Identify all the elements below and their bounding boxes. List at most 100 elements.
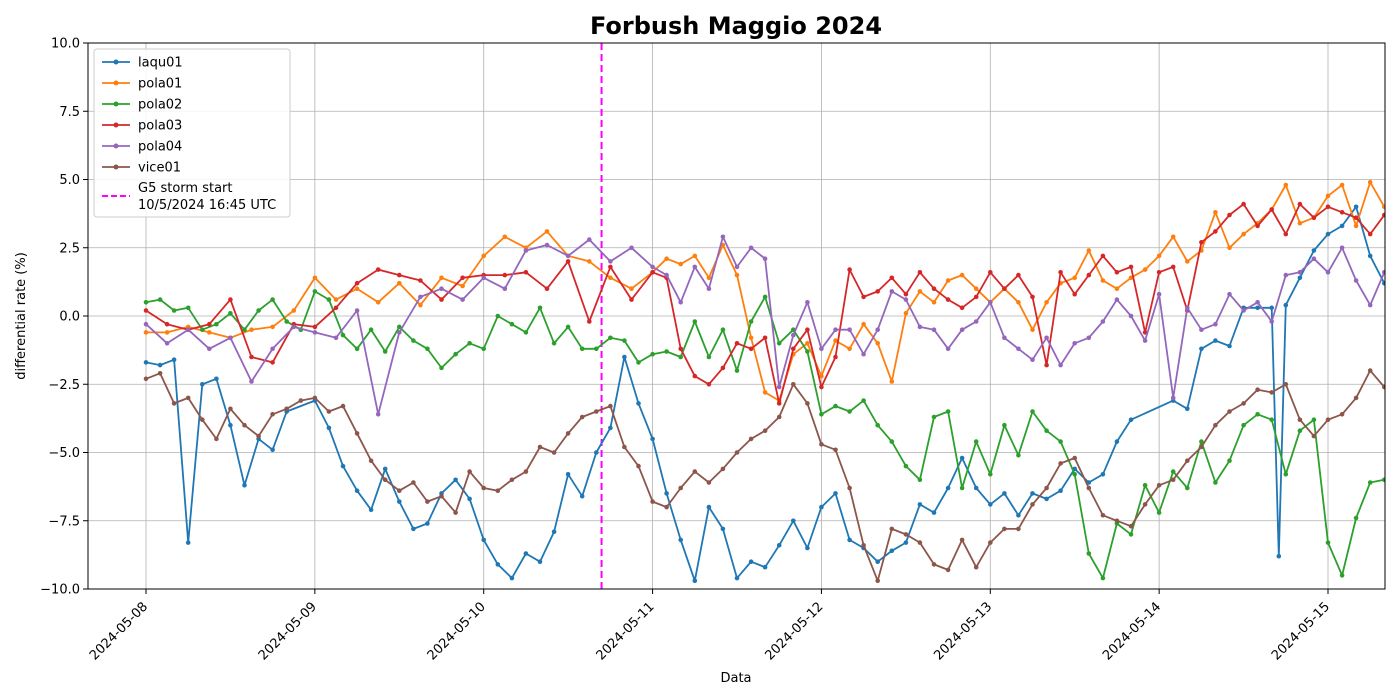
data-point-pola03 bbox=[1353, 215, 1359, 220]
data-point-pola02 bbox=[608, 335, 613, 341]
data-point-laqu01 bbox=[791, 518, 796, 524]
data-point-pola01 bbox=[1086, 248, 1092, 253]
series-pola04 bbox=[143, 234, 1385, 417]
data-point-pola03 bbox=[1213, 229, 1218, 234]
data-point-pola01 bbox=[1297, 220, 1303, 226]
data-point-pola01 bbox=[544, 229, 550, 234]
data-point-vice01 bbox=[270, 412, 275, 417]
data-point-pola04 bbox=[629, 245, 634, 251]
y-tick-label: −7.5 bbox=[48, 514, 80, 529]
data-point-pola01 bbox=[706, 275, 712, 281]
data-point-laqu01 bbox=[551, 529, 557, 534]
data-point-vice01 bbox=[959, 537, 965, 543]
data-point-pola04 bbox=[917, 324, 923, 330]
data-point-pola03 bbox=[973, 294, 979, 300]
data-point-vice01 bbox=[411, 480, 416, 485]
data-point-vice01 bbox=[1044, 485, 1049, 491]
data-point-vice01 bbox=[453, 510, 458, 515]
data-point-vice01 bbox=[354, 431, 360, 436]
data-point-vice01 bbox=[608, 403, 613, 409]
data-point-laqu01 bbox=[973, 485, 979, 491]
data-point-laqu01 bbox=[1185, 406, 1190, 412]
data-point-pola02 bbox=[1072, 472, 1077, 477]
data-point-vice01 bbox=[1382, 384, 1385, 390]
data-point-pola02 bbox=[833, 403, 838, 409]
data-point-pola02 bbox=[762, 294, 768, 300]
data-point-pola03 bbox=[1156, 270, 1162, 275]
data-point-pola03 bbox=[650, 270, 655, 275]
data-point-pola02 bbox=[1199, 439, 1204, 444]
data-point-pola03 bbox=[762, 335, 768, 341]
legend-label-pola04: pola04 bbox=[138, 140, 182, 155]
data-point-pola03 bbox=[1241, 201, 1246, 207]
data-point-pola02 bbox=[706, 354, 712, 360]
data-point-vice01 bbox=[1185, 458, 1190, 464]
data-point-pola03 bbox=[587, 319, 592, 324]
data-point-pola01 bbox=[164, 330, 170, 335]
data-point-pola01 bbox=[1072, 275, 1077, 281]
data-point-pola03 bbox=[903, 291, 909, 297]
data-point-pola03 bbox=[164, 321, 170, 327]
data-point-pola01 bbox=[587, 259, 592, 264]
data-point-laqu01 bbox=[397, 499, 402, 504]
data-point-laqu01 bbox=[1297, 275, 1303, 281]
data-point-vice01 bbox=[256, 433, 261, 439]
data-point-pola04 bbox=[748, 245, 754, 251]
data-point-pola03 bbox=[988, 270, 993, 275]
data-point-laqu01 bbox=[1199, 346, 1204, 352]
data-point-vice01 bbox=[748, 436, 754, 442]
data-point-pola01 bbox=[889, 379, 895, 384]
data-point-pola04 bbox=[439, 286, 444, 292]
y-tick-label: 0.0 bbox=[59, 310, 80, 325]
data-point-pola04 bbox=[1255, 300, 1260, 305]
data-point-pola01 bbox=[143, 330, 149, 335]
data-point-pola04 bbox=[270, 346, 275, 352]
data-point-pola04 bbox=[720, 234, 726, 240]
data-point-pola04 bbox=[973, 319, 979, 324]
data-point-pola01 bbox=[439, 275, 444, 281]
data-point-pola03 bbox=[608, 264, 613, 270]
y-tick-label: 5.0 bbox=[59, 173, 80, 188]
data-point-pola02 bbox=[242, 327, 247, 333]
data-point-pola04 bbox=[1325, 270, 1331, 275]
data-point-laqu01 bbox=[594, 450, 599, 455]
legend-label-vice01: vice01 bbox=[138, 161, 181, 176]
data-point-vice01 bbox=[171, 401, 177, 406]
data-point-pola03 bbox=[1297, 201, 1303, 207]
series-line-pola03 bbox=[145, 203, 1385, 405]
data-point-vice01 bbox=[889, 526, 895, 532]
data-point-pola01 bbox=[249, 327, 254, 333]
data-point-pola04 bbox=[1213, 321, 1218, 327]
data-point-pola03 bbox=[523, 270, 529, 275]
data-point-pola02 bbox=[509, 321, 515, 327]
data-point-laqu01 bbox=[382, 466, 388, 472]
data-point-pola01 bbox=[291, 308, 297, 313]
data-point-pola02 bbox=[326, 297, 332, 302]
data-point-pola02 bbox=[537, 305, 543, 311]
data-point-laqu01 bbox=[228, 422, 233, 428]
data-point-pola03 bbox=[720, 365, 726, 371]
data-point-vice01 bbox=[1058, 461, 1063, 466]
data-point-pola03 bbox=[959, 305, 965, 311]
data-point-laqu01 bbox=[706, 504, 712, 510]
data-point-pola01 bbox=[397, 280, 402, 286]
data-point-vice01 bbox=[1199, 444, 1204, 450]
data-point-laqu01 bbox=[411, 526, 416, 532]
data-point-pola04 bbox=[833, 327, 838, 333]
data-point-pola01 bbox=[1142, 267, 1148, 272]
data-point-pola01 bbox=[917, 289, 923, 294]
data-point-pola01 bbox=[312, 275, 318, 281]
data-point-pola02 bbox=[579, 346, 585, 352]
data-point-pola03 bbox=[734, 341, 740, 346]
data-point-vice01 bbox=[833, 447, 838, 453]
data-point-pola04 bbox=[249, 379, 254, 384]
data-point-laqu01 bbox=[1339, 223, 1345, 229]
series-line-laqu01 bbox=[145, 205, 1385, 582]
data-point-pola04 bbox=[312, 330, 318, 335]
data-point-pola01 bbox=[903, 311, 909, 316]
data-point-pola01 bbox=[1016, 300, 1021, 305]
data-point-pola04 bbox=[354, 308, 360, 313]
data-point-vice01 bbox=[1311, 433, 1317, 439]
data-point-pola01 bbox=[664, 256, 669, 262]
data-point-pola02 bbox=[1058, 439, 1063, 444]
